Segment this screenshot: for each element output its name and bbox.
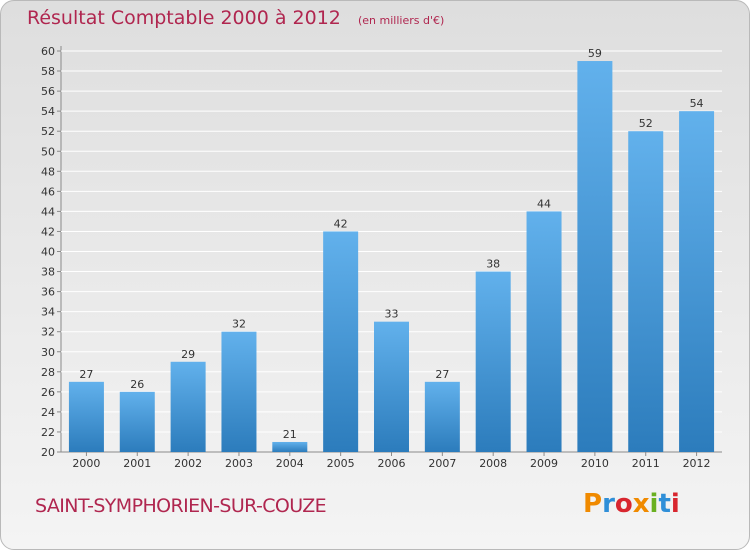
logo-letter: r xyxy=(602,489,615,519)
y-tick-label: 30 xyxy=(41,346,55,359)
y-tick-label: 38 xyxy=(41,266,55,279)
y-tick-label: 28 xyxy=(41,366,55,379)
y-tick-label: 22 xyxy=(41,426,55,439)
y-tick-label: 36 xyxy=(41,286,55,299)
y-tick-label: 24 xyxy=(41,406,55,419)
y-tick-label: 54 xyxy=(41,105,55,118)
logo-letter: i xyxy=(649,489,659,519)
chart-title: Résultat Comptable 2000 à 2012 xyxy=(27,7,341,29)
bar-2012 xyxy=(679,111,715,453)
bar-2006 xyxy=(374,321,409,452)
y-tick-label: 34 xyxy=(41,306,55,319)
data-label: 38 xyxy=(486,258,500,271)
y-tick-label: 56 xyxy=(41,85,55,98)
logo-letter: o xyxy=(614,489,633,519)
bar-2002 xyxy=(170,361,206,452)
data-label: 26 xyxy=(130,378,144,391)
proxiti-logo: Proxiti xyxy=(583,489,680,519)
bar-2011 xyxy=(628,131,664,452)
data-label: 27 xyxy=(79,368,93,381)
data-label: 44 xyxy=(537,197,551,210)
y-tick-label: 20 xyxy=(41,446,55,459)
logo-letter: t xyxy=(658,489,671,519)
y-tick-label: 50 xyxy=(41,145,55,158)
data-label: 33 xyxy=(385,308,399,321)
x-tick-label: 2010 xyxy=(581,457,609,470)
x-tick-label: 2002 xyxy=(174,457,202,470)
data-label: 29 xyxy=(181,348,195,361)
bar-2008 xyxy=(475,271,511,452)
data-label: 59 xyxy=(588,47,602,60)
bar-2005 xyxy=(323,231,359,452)
bar-2010 xyxy=(577,61,613,453)
bar-2007 xyxy=(424,381,460,452)
logo-letter: i xyxy=(670,489,680,519)
y-tick-label: 60 xyxy=(41,45,55,58)
x-tick-label: 2007 xyxy=(428,457,456,470)
y-tick-label: 44 xyxy=(41,205,55,218)
data-label: 42 xyxy=(334,217,348,230)
x-tick-label: 2004 xyxy=(276,457,304,470)
bar-2000 xyxy=(68,381,104,452)
y-tick-label: 48 xyxy=(41,165,55,178)
x-tick-label: 2009 xyxy=(530,457,558,470)
bar-2004 xyxy=(272,441,308,452)
logo-letter: x xyxy=(632,489,650,519)
y-tick-label: 52 xyxy=(41,125,55,138)
data-label: 21 xyxy=(283,428,297,441)
commune-name: SAINT-SYMPHORIEN-SUR-COUZE xyxy=(35,495,327,517)
x-tick-label: 2011 xyxy=(632,457,660,470)
data-label: 27 xyxy=(435,368,449,381)
x-tick-label: 2008 xyxy=(479,457,507,470)
x-tick-label: 2005 xyxy=(327,457,355,470)
data-label: 32 xyxy=(232,318,246,331)
y-tick-label: 42 xyxy=(41,225,55,238)
bar-2003 xyxy=(221,331,257,452)
logo-letter: P xyxy=(583,489,603,519)
x-tick-label: 2001 xyxy=(123,457,151,470)
bar-2009 xyxy=(526,211,562,452)
x-tick-label: 2012 xyxy=(683,457,711,470)
data-label: 52 xyxy=(639,117,653,130)
x-tick-label: 2003 xyxy=(225,457,253,470)
y-tick-label: 26 xyxy=(41,386,55,399)
y-tick-label: 46 xyxy=(41,185,55,198)
bar-2001 xyxy=(119,391,155,452)
x-tick-label: 2006 xyxy=(378,457,406,470)
chart-subtitle: (en milliers d'€) xyxy=(357,14,445,27)
x-tick-label: 2000 xyxy=(72,457,100,470)
y-tick-label: 40 xyxy=(41,246,55,259)
y-tick-label: 58 xyxy=(41,65,55,78)
chart-title-block: Résultat Comptable 2000 à 2012 (en milli… xyxy=(27,7,444,29)
y-tick-label: 32 xyxy=(41,326,55,339)
data-label: 54 xyxy=(690,97,704,110)
